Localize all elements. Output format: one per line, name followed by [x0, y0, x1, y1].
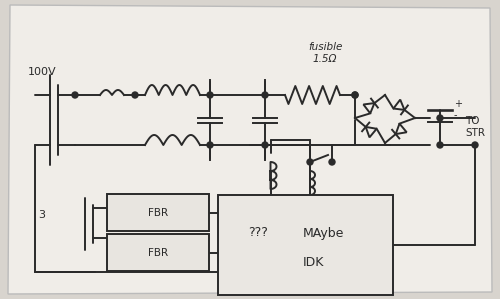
Circle shape	[352, 92, 358, 98]
Circle shape	[262, 142, 268, 148]
Circle shape	[207, 92, 213, 98]
Text: FBR: FBR	[148, 208, 168, 217]
Circle shape	[437, 142, 443, 148]
Circle shape	[437, 115, 443, 121]
Polygon shape	[8, 5, 492, 294]
Text: FBR: FBR	[148, 248, 168, 257]
Circle shape	[307, 159, 313, 165]
FancyBboxPatch shape	[107, 234, 209, 271]
Circle shape	[329, 159, 335, 165]
Text: 100V: 100V	[28, 67, 56, 77]
Circle shape	[207, 142, 213, 148]
Bar	[218, 195, 393, 295]
Text: MAybe: MAybe	[303, 227, 344, 239]
Text: ???: ???	[248, 227, 268, 239]
Text: fusible
1.5Ω: fusible 1.5Ω	[308, 42, 342, 64]
Text: +: +	[454, 99, 462, 109]
Text: -: -	[454, 110, 458, 120]
Circle shape	[262, 92, 268, 98]
Circle shape	[132, 92, 138, 98]
FancyBboxPatch shape	[107, 194, 209, 231]
Text: TO
STR: TO STR	[465, 116, 485, 138]
Text: IDK: IDK	[303, 257, 324, 269]
Text: 3: 3	[38, 210, 45, 220]
Circle shape	[472, 142, 478, 148]
Circle shape	[72, 92, 78, 98]
Circle shape	[352, 92, 358, 98]
